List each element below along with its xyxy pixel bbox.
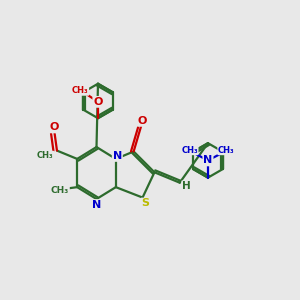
Text: S: S: [142, 199, 149, 208]
Text: O: O: [93, 97, 103, 107]
Text: O: O: [50, 122, 59, 132]
Text: CH₃: CH₃: [181, 146, 198, 154]
Text: H: H: [182, 181, 191, 191]
Text: CH₃: CH₃: [37, 152, 53, 160]
Text: O: O: [138, 116, 147, 126]
Text: CH₃: CH₃: [218, 146, 235, 154]
Text: CH₃: CH₃: [72, 86, 88, 95]
Text: N: N: [203, 155, 213, 165]
Text: N: N: [113, 151, 122, 161]
Text: N: N: [92, 200, 101, 210]
Text: CH₃: CH₃: [51, 186, 69, 195]
